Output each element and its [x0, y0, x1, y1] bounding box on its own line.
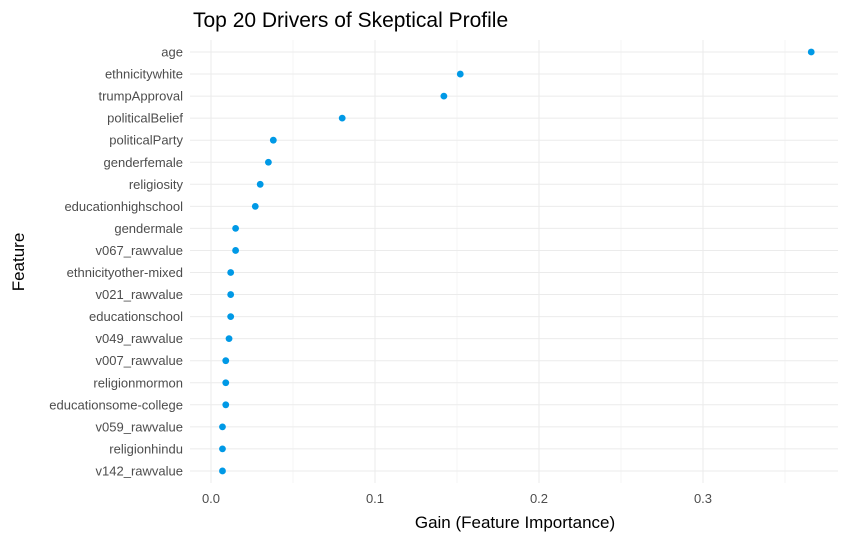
data-point — [456, 70, 464, 78]
data-point — [227, 269, 235, 276]
data-point — [256, 180, 264, 188]
data-point — [227, 313, 235, 320]
data-point — [219, 467, 226, 475]
data-point — [440, 92, 448, 100]
y-tick-label: politicalParty — [109, 133, 183, 148]
y-tick-label: educationhighschool — [64, 199, 183, 214]
data-points — [219, 48, 815, 475]
y-tick-label: age — [161, 45, 183, 60]
x-tick-label: 0.3 — [694, 491, 712, 506]
data-point — [222, 401, 230, 409]
y-tick-label: v059_rawvalue — [96, 419, 183, 434]
data-point — [227, 291, 235, 298]
y-tick-label: v021_rawvalue — [96, 287, 183, 302]
data-point — [219, 445, 226, 453]
x-tick-label: 0.2 — [530, 491, 548, 506]
data-point — [232, 247, 240, 254]
data-point — [269, 136, 277, 144]
y-tick-label: gendermale — [114, 221, 183, 236]
y-tick-label: ethnicityother-mixed — [67, 265, 183, 280]
x-tick-labels: 0.0 0.1 0.2 0.3 — [202, 491, 712, 506]
y-tick-label: educationschool — [89, 309, 183, 324]
y-tick-label: genderfemale — [104, 155, 184, 170]
x-axis-title: Gain (Feature Importance) — [415, 513, 615, 532]
y-axis-title: Feature — [9, 233, 28, 292]
data-point — [338, 114, 346, 122]
y-tick-label: trumpApproval — [98, 89, 183, 104]
x-tick-label: 0.1 — [366, 491, 384, 506]
y-tick-label: v142_rawvalue — [96, 463, 183, 478]
y-tick-label: religionmormon — [93, 375, 183, 390]
data-point — [222, 379, 230, 387]
y-tick-label: politicalBelief — [107, 111, 183, 126]
y-tick-label: v007_rawvalue — [96, 353, 183, 368]
data-point — [265, 158, 272, 166]
data-point — [225, 335, 233, 343]
y-tick-label: religiosity — [129, 177, 184, 192]
data-point — [222, 357, 230, 365]
x-tick-label: 0.0 — [202, 491, 220, 506]
data-point — [232, 225, 240, 232]
y-tick-label: ethnicitywhite — [105, 67, 183, 82]
chart-title: Top 20 Drivers of Skeptical Profile — [193, 9, 508, 32]
data-point — [251, 202, 259, 210]
data-point — [219, 423, 226, 431]
y-tick-label: v067_rawvalue — [96, 243, 183, 258]
y-tick-label: v049_rawvalue — [96, 331, 183, 346]
grid — [190, 40, 838, 483]
y-tick-label: religionhindu — [109, 441, 183, 456]
y-tick-labels: age ethnicitywhite trumpApproval politicalB… — [49, 45, 183, 479]
y-tick-label: educationsome-college — [49, 397, 183, 412]
data-point — [807, 48, 815, 56]
